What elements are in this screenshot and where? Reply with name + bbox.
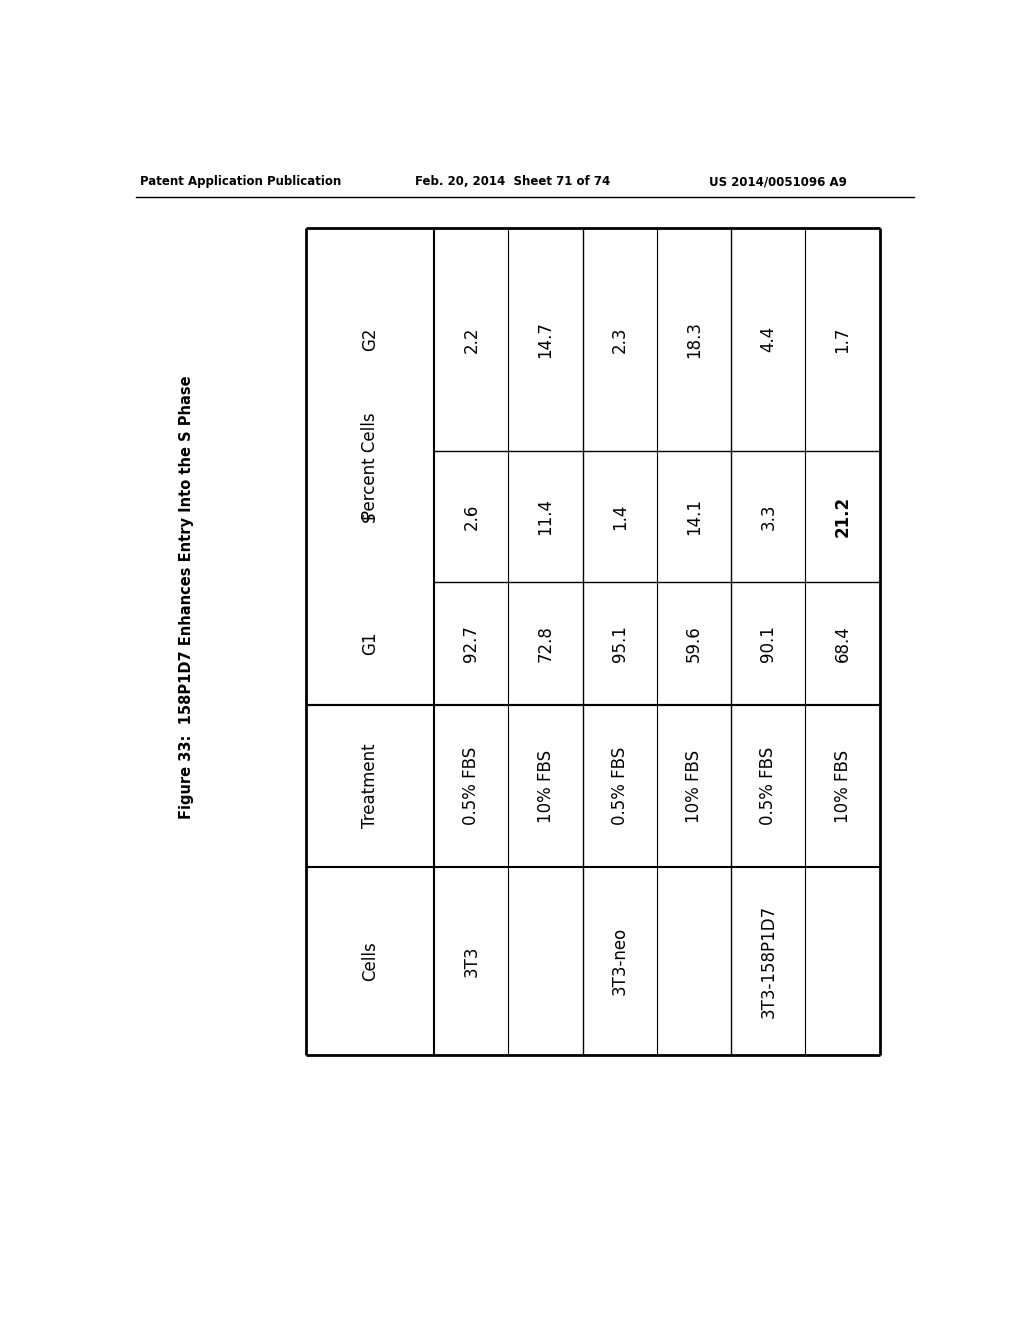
- Text: G2: G2: [361, 327, 379, 351]
- Text: 2.2: 2.2: [462, 326, 480, 352]
- Text: Percent Cells: Percent Cells: [361, 413, 379, 520]
- Text: 4.4: 4.4: [760, 326, 777, 352]
- Text: 14.1: 14.1: [685, 498, 703, 535]
- Text: S: S: [361, 511, 379, 521]
- Text: 10% FBS: 10% FBS: [537, 750, 555, 822]
- Text: US 2014/0051096 A9: US 2014/0051096 A9: [710, 176, 847, 187]
- Text: 2.3: 2.3: [610, 326, 629, 352]
- Text: 1.7: 1.7: [834, 326, 852, 352]
- Text: 2.6: 2.6: [462, 503, 480, 529]
- Text: G1: G1: [361, 632, 379, 655]
- Text: 90.1: 90.1: [760, 626, 777, 661]
- Text: 95.1: 95.1: [610, 626, 629, 661]
- Text: 3.3: 3.3: [760, 503, 777, 529]
- Text: 3T3-158P1D7: 3T3-158P1D7: [760, 904, 777, 1018]
- Text: Treatment: Treatment: [361, 743, 379, 828]
- Text: 1.4: 1.4: [610, 503, 629, 529]
- Text: 68.4: 68.4: [834, 626, 852, 661]
- Text: 11.4: 11.4: [537, 498, 555, 535]
- Text: Feb. 20, 2014  Sheet 71 of 74: Feb. 20, 2014 Sheet 71 of 74: [415, 176, 610, 187]
- Text: Figure 33:  158P1D7 Enhances Entry Into the S Phase: Figure 33: 158P1D7 Enhances Entry Into t…: [178, 375, 194, 820]
- Text: Patent Application Publication: Patent Application Publication: [139, 176, 341, 187]
- Text: 92.7: 92.7: [462, 626, 480, 661]
- Text: 72.8: 72.8: [537, 626, 555, 661]
- Text: 3T3-neo: 3T3-neo: [610, 927, 629, 995]
- Text: 3T3: 3T3: [462, 945, 480, 977]
- Text: 59.6: 59.6: [685, 626, 703, 661]
- Text: 14.7: 14.7: [537, 321, 555, 358]
- Text: 10% FBS: 10% FBS: [834, 750, 852, 822]
- Text: Cells: Cells: [361, 941, 379, 981]
- Text: 0.5% FBS: 0.5% FBS: [462, 747, 480, 825]
- Text: 18.3: 18.3: [685, 321, 703, 358]
- Text: 21.2: 21.2: [834, 496, 852, 537]
- Text: 10% FBS: 10% FBS: [685, 750, 703, 822]
- Text: 0.5% FBS: 0.5% FBS: [610, 747, 629, 825]
- Text: 0.5% FBS: 0.5% FBS: [760, 747, 777, 825]
